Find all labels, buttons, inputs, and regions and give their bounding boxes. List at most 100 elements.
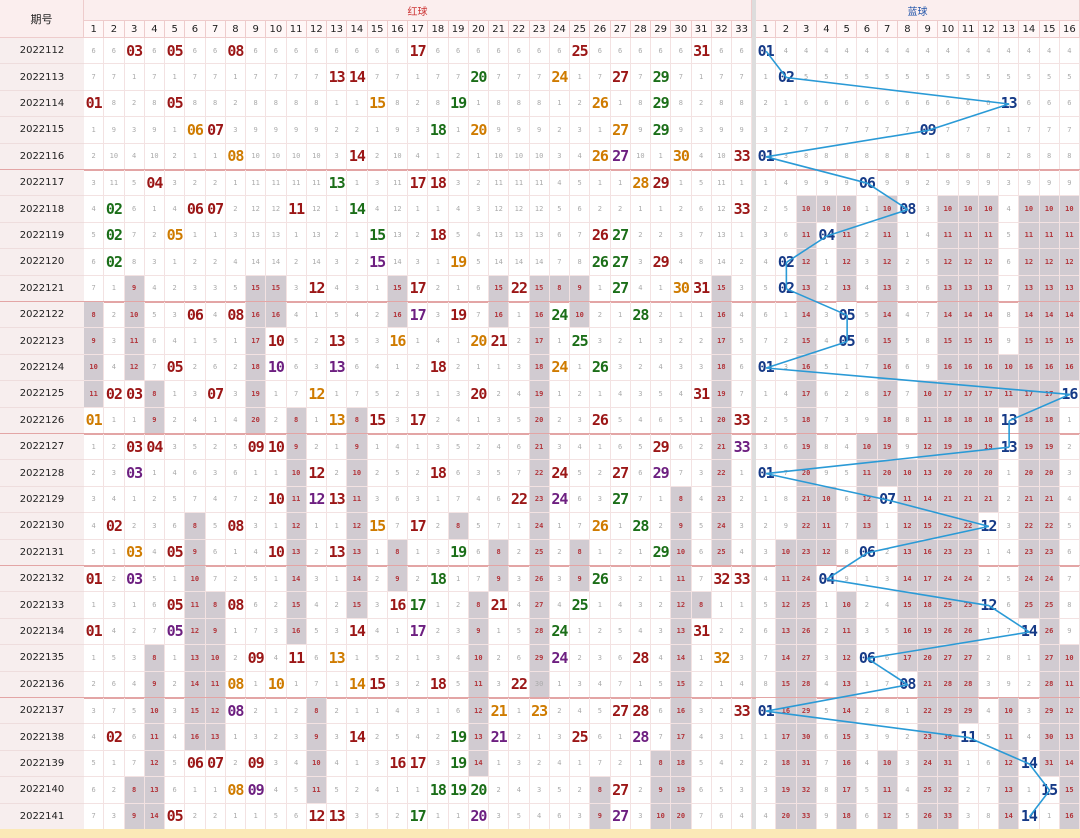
blue-miss-cell: 4 [776, 170, 797, 197]
period-label: 2022133 [0, 592, 84, 619]
red-miss-cell: 5 [468, 513, 489, 540]
red-miss-cell: 11 [104, 170, 125, 197]
blue-miss-cell: 9 [877, 170, 898, 197]
red-miss-cell: 2 [732, 486, 753, 514]
red-miss-cell: 6 [489, 486, 510, 514]
blue-miss-cell: 28 [1039, 671, 1060, 698]
red-ball-number: 26 [591, 226, 609, 245]
red-miss-cell: 3 [367, 592, 388, 619]
red-number-header: 5 [165, 21, 186, 38]
blue-miss-cell: 3 [857, 249, 878, 276]
red-miss-cell: 5 [225, 434, 246, 461]
blue-miss-cell: 12 [877, 249, 898, 276]
blue-miss-cell: 12 [938, 249, 959, 276]
blue-miss-cell: 2 [857, 698, 878, 725]
red-miss-cell: 1 [549, 328, 570, 355]
red-miss-cell: 5 [691, 170, 712, 197]
blue-miss-cell: 3 [756, 117, 777, 144]
red-miss-cell: 3 [225, 381, 246, 408]
red-miss-cell: 3 [732, 275, 753, 302]
blue-miss-cell: 4 [999, 539, 1020, 566]
red-miss-cell: 15 [711, 275, 732, 302]
blue-miss-cell: 9 [816, 460, 837, 487]
blue-miss-cell: 12 [857, 486, 878, 514]
red-miss-cell: 5 [570, 170, 591, 197]
blue-miss-cell: 9 [837, 566, 858, 593]
red-miss-cell: 6 [104, 671, 125, 698]
red-ball-number: 27 [612, 252, 629, 271]
red-miss-cell: 3 [165, 302, 186, 329]
blue-hit-cell: 06 [857, 170, 878, 197]
blue-miss-cell: 6 [816, 381, 837, 408]
red-miss-cell: 4 [165, 460, 186, 487]
red-miss-cell: 2 [347, 777, 368, 804]
red-ball-number: 12 [308, 464, 325, 483]
red-miss-cell: 5 [509, 407, 530, 434]
red-miss-cell: 9 [144, 407, 165, 434]
red-hit-cell: 32 [711, 566, 732, 593]
blue-ball-number: 12 [980, 516, 997, 535]
red-miss-cell: 5 [387, 460, 408, 487]
blue-miss-cell: 6 [978, 90, 999, 118]
red-ball-number: 20 [470, 120, 487, 139]
red-miss-cell: 4 [367, 354, 388, 382]
red-miss-cell: 2 [691, 671, 712, 698]
blue-miss-cell: 5 [897, 803, 918, 830]
red-hit-cell: 29 [651, 90, 672, 118]
period-label: 2022112 [0, 38, 84, 65]
blue-ball-number: 02 [777, 252, 795, 271]
blue-miss-cell: 16 [796, 354, 817, 382]
red-miss-cell: 12 [387, 196, 408, 223]
red-ball-number: 05 [166, 596, 184, 615]
red-miss-cell: 4 [286, 750, 307, 778]
red-miss-cell: 2 [124, 618, 145, 646]
red-ball-number: 06 [186, 200, 204, 219]
blue-miss-cell: 3 [999, 170, 1020, 197]
red-miss-cell: 12 [529, 196, 550, 223]
red-ball-number: 32 [713, 569, 730, 588]
red-miss-cell: 8 [124, 777, 145, 804]
red-miss-cell: 1 [691, 645, 712, 672]
red-hit-cell: 29 [651, 434, 672, 461]
red-ball-number: 05 [166, 622, 184, 641]
red-miss-cell: 2 [387, 381, 408, 408]
blue-miss-cell: 17 [837, 777, 858, 804]
red-miss-cell: 10 [347, 460, 368, 487]
red-miss-cell: 18 [671, 750, 692, 778]
red-miss-cell: 9 [468, 618, 489, 646]
red-miss-cell: 9 [144, 671, 165, 698]
blue-miss-cell: 8 [776, 486, 797, 514]
red-miss-cell: 4 [570, 434, 591, 461]
red-miss-cell: 4 [509, 592, 530, 619]
blue-miss-cell: 1 [857, 196, 878, 223]
blue-miss-cell: 24 [1019, 566, 1040, 593]
red-miss-cell: 6 [144, 38, 165, 65]
blue-miss-cell: 9 [1039, 170, 1060, 197]
red-miss-cell: 2 [165, 143, 186, 170]
blue-miss-cell: 15 [938, 328, 959, 355]
red-hit-cell: 31 [691, 381, 712, 408]
red-miss-cell: 8 [347, 407, 368, 434]
red-number-header: 6 [185, 21, 206, 38]
blue-miss-cell: 11 [1039, 222, 1060, 250]
red-miss-cell: 1 [448, 117, 469, 144]
red-hit-cell: 24 [549, 460, 570, 487]
red-miss-cell: 14 [529, 249, 550, 276]
red-miss-cell: 4 [144, 539, 165, 566]
red-miss-cell: 5 [549, 196, 570, 223]
blue-miss-cell: 18 [776, 750, 797, 778]
blue-miss-cell: 6 [918, 275, 939, 302]
red-miss-cell: 6 [468, 38, 489, 65]
red-miss-cell: 3 [428, 434, 449, 461]
blue-miss-cell: 10 [999, 698, 1020, 725]
red-miss-cell: 10 [711, 143, 732, 170]
blue-miss-cell: 8 [857, 143, 878, 170]
red-miss-cell: 18 [529, 354, 550, 382]
red-miss-cell: 7 [104, 698, 125, 725]
red-ball-number: 33 [733, 147, 751, 166]
blue-miss-cell: 8 [816, 777, 837, 804]
red-miss-cell: 3 [185, 275, 206, 302]
blue-miss-cell: 7 [958, 117, 979, 144]
red-number-header: 12 [306, 21, 327, 38]
red-miss-cell: 16 [387, 302, 408, 329]
